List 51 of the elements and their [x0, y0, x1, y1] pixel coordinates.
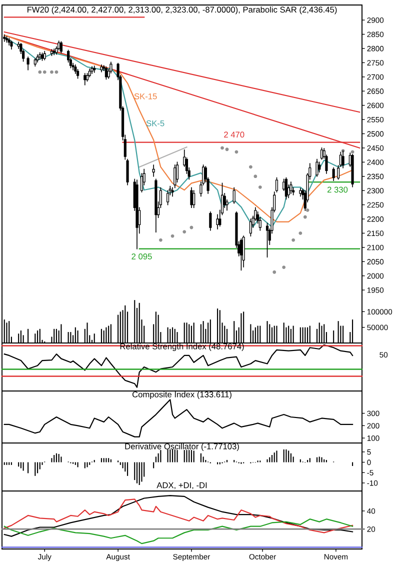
candlestick [209, 211, 212, 231]
point [292, 238, 296, 242]
candlestick [232, 187, 236, 204]
candlestick [216, 214, 219, 230]
candlestick [52, 48, 56, 56]
series-label: SK-15 [134, 93, 157, 100]
point [38, 70, 42, 74]
point [303, 215, 307, 219]
point [258, 185, 262, 189]
annotation: 2 470 [224, 132, 244, 138]
point [42, 70, 46, 74]
candlestick [242, 236, 245, 268]
point [234, 150, 238, 154]
candlestick [93, 66, 96, 73]
candlestick [318, 162, 321, 173]
chart-title: ADX, +DI, -DI [156, 482, 207, 490]
candlestick [60, 41, 63, 54]
series-label: SK-5 [146, 120, 164, 126]
line-series [4, 518, 354, 544]
candlestick [26, 56, 30, 70]
point [306, 208, 310, 212]
chart-title: Derivative Oscillator (-1.77103) [125, 443, 239, 452]
candlestick [190, 187, 193, 208]
point [282, 266, 286, 269]
candlestick [152, 164, 155, 177]
point [350, 150, 354, 154]
point [272, 270, 276, 274]
candlestick [192, 190, 196, 208]
candlestick [240, 238, 243, 271]
point [254, 174, 258, 178]
point [50, 70, 54, 74]
candlestick [316, 158, 318, 177]
annotation: 2 330 [327, 186, 348, 193]
candlestick [290, 182, 292, 194]
point [182, 230, 186, 234]
chart-title: Composite Index (133.611) [132, 391, 232, 400]
point [220, 146, 224, 150]
candlestick [84, 73, 86, 86]
candlestick [249, 218, 252, 236]
candlestick [140, 173, 144, 192]
annotation: 2 095 [132, 253, 152, 260]
candlestick [166, 190, 170, 206]
point [298, 231, 302, 235]
candlestick [284, 177, 288, 200]
candlestick [320, 148, 324, 160]
point [158, 238, 162, 242]
point [225, 148, 229, 152]
point [248, 165, 252, 169]
candlestick [266, 222, 269, 258]
chart-title: FW20 (2,424.00, 2,427.00, 2,313.00, 2,323.00, -87.0000), Parabolic SAR (2,436.45) [28, 6, 337, 14]
candlestick [332, 167, 335, 182]
